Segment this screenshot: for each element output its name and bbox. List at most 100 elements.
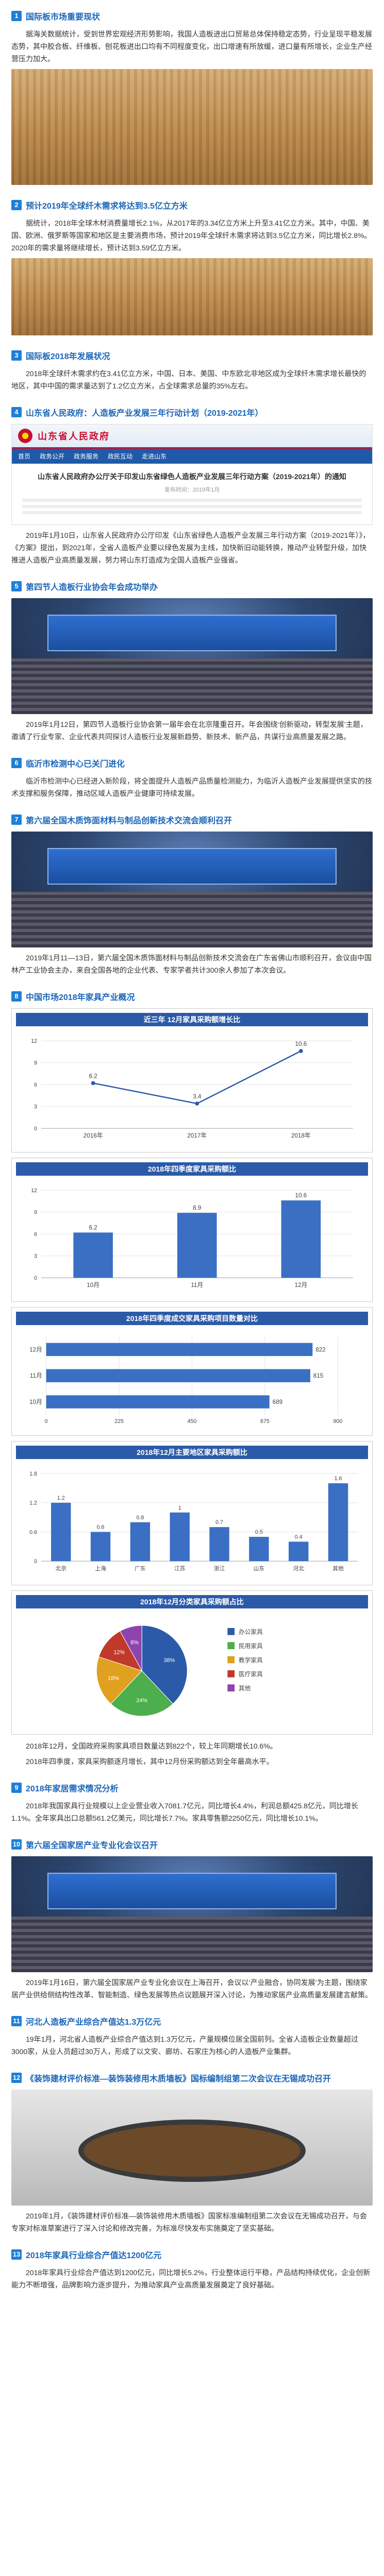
section-paragraph: 临沂市检测中心已经进入新阶段，将全面提升人造板产品质量检测能力，为临沂人造板产业…	[11, 777, 372, 798]
bar	[130, 1522, 151, 1562]
x-tick-label: 12月	[294, 1282, 307, 1289]
y-tick-label: 1.2	[29, 1500, 37, 1506]
section-title: 3 国际板2018年发展状况	[11, 349, 373, 362]
section-11: 11 河北人造板产业综合产值达1.3万亿元 19年1月，河北省人造板产业综合产值…	[11, 2014, 373, 2058]
bar	[73, 1232, 113, 1278]
gov-nav-item[interactable]: 政务公开	[40, 453, 65, 460]
data-label: 6.2	[89, 1224, 97, 1231]
x-tick-label: 2018年	[291, 1132, 311, 1139]
data-label: 8.9	[193, 1205, 201, 1211]
x-tick-label: 450	[188, 1418, 197, 1425]
section-heading: 第六届全国家居产业专业化会议召开	[26, 1841, 158, 1850]
gov-header: 山东省人民政府	[12, 425, 372, 449]
gov-nav-item[interactable]: 政民互动	[108, 453, 133, 460]
section-title: 11 河北人造板产业综合产值达1.3万亿元	[11, 2014, 373, 2028]
y-tick-label: 6	[34, 1082, 37, 1088]
section-8: 8 中国市场2018年家具产业概况 近三年 12月家具采购额增长比 0 3 6 9 12…	[11, 990, 373, 1768]
x-tick-label: 10月	[87, 1282, 99, 1289]
y-tick-label: 0.6	[29, 1529, 37, 1535]
section-heading: 临沂市检测中心已关门进化	[26, 760, 125, 769]
legend-label: 教学家具	[239, 1656, 263, 1664]
y-tick-label: 3	[34, 1253, 37, 1260]
data-label: 24%	[137, 1698, 148, 1704]
gov-nav-item[interactable]: 首页	[18, 453, 31, 460]
section-paragraph: 2019年1月，《装饰建材评价标准—装饰装修用木质墙板》国家标准编制组第二次会议…	[11, 2212, 367, 2232]
x-tick-label: 浙江	[214, 1566, 225, 1572]
wood-panel-photo	[11, 258, 373, 335]
x-tick-label: 山东	[254, 1565, 265, 1572]
section-title: 6 临沂市检测中心已关门进化	[11, 756, 373, 770]
bar-chart: 0 3 6 9 12 6.2 10月 8.9 11月 10.6 12月	[31, 1188, 353, 1289]
section-title: 9 2018年家居需求情况分析	[11, 1781, 373, 1794]
pie-slice	[110, 1670, 174, 1717]
data-label: 0.7	[215, 1519, 223, 1526]
data-label: 18%	[108, 1675, 119, 1682]
section-title: 10 第六届全国家居产业专业化会议召开	[11, 1838, 373, 1851]
section-heading: 国际板市场重要现状	[26, 13, 101, 22]
legend-swatch	[227, 1628, 235, 1635]
section-paragraph: 2018年家具行业综合产值达到1200亿元，同比增长5.2%，行业整体运行平稳，…	[11, 2268, 371, 2289]
section-title: 2 预计2019年全球纤木需求将达到3.5亿立方米	[11, 198, 373, 212]
gov-nav-item[interactable]: 政务服务	[74, 453, 99, 460]
gov-site-name: 山东省人民政府	[38, 431, 110, 442]
x-tick-label: 北京	[56, 1565, 67, 1572]
section-heading: 2018年家居需求情况分析	[26, 1785, 119, 1793]
data-label: 10.6	[295, 1192, 307, 1199]
x-tick-label: 2017年	[187, 1132, 207, 1139]
chart-note: 2018年12月，全国政府采购家具项目数量达到822个，较上年同期增长10.6%…	[26, 1742, 277, 1750]
legend-swatch	[227, 1670, 235, 1677]
section-number: 1	[11, 11, 22, 21]
section-title: 4 山东省人民政府：人造板产业发展三年行动计划（2019-2021年）	[11, 405, 373, 419]
section-heading: 山东省人民政府：人造板产业发展三年行动计划（2019-2021年）	[26, 409, 263, 418]
article-page: 1 国际板市场重要现状 据海关数据统计，受到世界宏观经济形势影响，我国人造板进出…	[11, 9, 373, 2289]
data-point	[298, 1049, 303, 1053]
section-paragraph: 据海关数据统计，受到世界宏观经济形势影响，我国人造板进出口贸易总体保持稳定态势，…	[11, 30, 372, 63]
section-number: 13	[11, 2249, 22, 2260]
bar	[170, 1512, 190, 1562]
section-title: 1 国际板市场重要现状	[11, 9, 373, 23]
y-tick-label: 11月	[30, 1372, 42, 1379]
section-title: 8 中国市场2018年家具产业概况	[11, 990, 373, 1003]
legend-swatch	[227, 1642, 235, 1649]
section-title: 5 第四节人造板行业协会年会成功举办	[11, 580, 373, 593]
placeholder-line	[22, 499, 362, 502]
legend-swatch	[227, 1656, 235, 1664]
data-label: 1.6	[335, 1476, 342, 1482]
conference-photo	[11, 598, 373, 714]
x-tick-label: 广东	[135, 1565, 146, 1572]
section-heading: 2018年家具行业综合产值达1200亿元	[26, 2251, 162, 2260]
section-9: 9 2018年家居需求情况分析 2018年我国家具行业规模以上企业营业收入708…	[11, 1781, 373, 1824]
data-label: 815	[313, 1372, 324, 1379]
gov-nav-item[interactable]: 走进山东	[142, 453, 167, 460]
x-tick-label: 11月	[191, 1282, 203, 1289]
chart-title: 2018年四季度成交家具采购项目数量对比	[16, 1312, 368, 1325]
data-label: 0.6	[97, 1524, 105, 1531]
x-tick-label: 2016年	[84, 1132, 103, 1139]
section-number: 12	[11, 2073, 22, 2083]
bar	[177, 1213, 217, 1278]
data-label: 8%	[130, 1640, 139, 1646]
meeting-table	[84, 2124, 300, 2177]
data-label: 3.4	[193, 1093, 202, 1100]
data-label: 1.2	[57, 1495, 65, 1501]
section-paragraph: 2019年1月12日，第四节人造板行业协会第一届年会在北京隆重召开。年会围绕‘创…	[11, 720, 368, 741]
chart-title: 近三年 12月家具采购额增长比	[16, 1013, 368, 1026]
bar	[289, 1541, 309, 1562]
section-heading: 第六届全国木质饰面材料与制品创新技术交流会顺利召开	[26, 817, 232, 825]
pie-slice	[98, 1631, 143, 1671]
y-tick-label: 12月	[29, 1346, 42, 1353]
y-tick-label: 6	[34, 1231, 37, 1238]
x-tick-label: 675	[260, 1418, 270, 1425]
gov-doc-title: 山东省人民政府办公厅关于印发山东省绿色人造板产业发展三年行动方案（2019-20…	[38, 472, 346, 481]
section-number: 3	[11, 350, 22, 361]
section-number: 8	[11, 991, 22, 1002]
section-paragraph: 19年1月，河北省人造板产业综合产值达到1.3万亿元，产量规模位居全国前列。全省…	[11, 2035, 358, 2056]
chart-title: 2018年12月主要地区家具采购额比	[16, 1446, 368, 1459]
gov-doc-lines	[22, 499, 362, 514]
conference-photo	[11, 832, 373, 947]
section-number: 4	[11, 407, 22, 417]
section-3: 3 国际板2018年发展状况 2018年全球纤木需求约在3.41亿立方米，中国、…	[11, 349, 373, 392]
chart-note: 2018年四季度，家具采购额逐月增长，其中12月份采购额达到全年最高水平。	[26, 1757, 274, 1766]
section-title: 7 第六届全国木质饰面材料与制品创新技术交流会顺利召开	[11, 813, 373, 826]
bar	[90, 1532, 111, 1562]
